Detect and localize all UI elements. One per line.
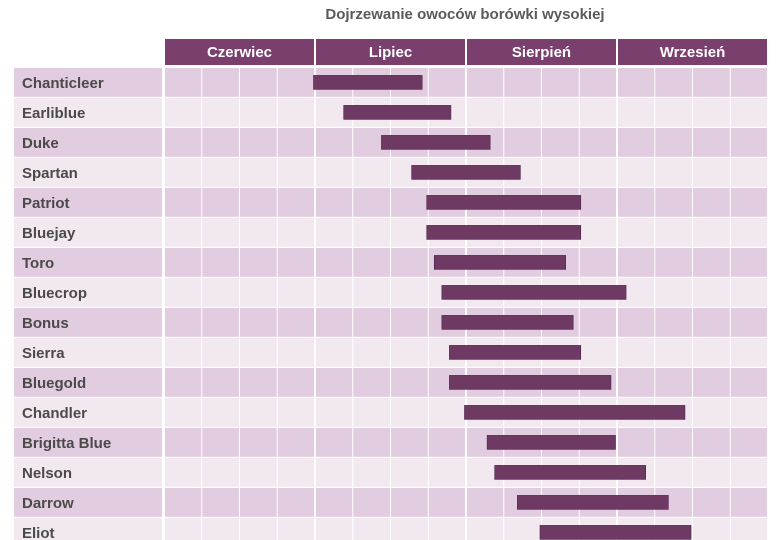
ripening-bar [464,405,686,420]
ripening-bar [539,525,692,540]
ripening-bar [426,195,582,210]
ripening-bar [441,285,627,300]
month-label: Wrzesień [660,44,726,61]
ripening-bar [313,75,423,90]
row-label-bg [14,188,162,217]
row-label-bg [14,338,162,367]
ripening-bar [486,435,616,450]
ripening-bar [411,165,521,180]
variety-label: Spartan [22,165,78,182]
variety-label: Bluejay [22,225,76,242]
ripening-bar [494,465,646,480]
row-label-bg [14,428,162,457]
month-label: Czerwiec [207,44,272,61]
row-label-bg [14,458,162,487]
month-label: Lipiec [369,44,412,61]
chart-title: Dojrzewanie owoców borówki wysokiej [325,6,605,23]
row-label-bg [14,218,162,247]
ripening-bar [343,105,452,120]
variety-label: Duke [22,135,59,152]
variety-label: Sierra [22,345,65,362]
row-label-bg [14,518,162,540]
variety-label: Brigitta Blue [22,435,111,452]
row-label-bg [14,98,162,127]
row-label-bg [14,398,162,427]
row-label-bg [14,158,162,187]
month-header [618,39,767,65]
variety-label: Bluegold [22,375,86,392]
month-header [467,39,616,65]
row-label-bg [14,248,162,277]
row-label-bg [14,278,162,307]
ripening-bar [449,345,582,360]
ripening-bar [381,135,491,150]
variety-label: Bluecrop [22,285,87,302]
ripening-bar [426,225,582,240]
variety-label: Patriot [22,195,70,212]
variety-label: Eliot [22,525,55,540]
variety-label: Chanticleer [22,75,104,92]
row-label-bg [14,68,162,97]
row-label-bg [14,128,162,157]
variety-label: Earliblue [22,105,85,122]
row-label-bg [14,488,162,517]
ripening-bar [517,495,669,510]
month-label: Sierpień [512,44,571,61]
variety-label: Toro [22,255,54,272]
row-label-bg [14,368,162,397]
row-label-bg [14,308,162,337]
month-header [165,39,314,65]
month-header [316,39,465,65]
ripening-bar [449,375,612,390]
variety-label: Nelson [22,465,72,482]
ripening-bar [441,315,574,330]
variety-label: Bonus [22,315,69,332]
ripening-bar [433,255,566,270]
variety-label: Darrow [22,495,74,512]
variety-label: Chandler [22,405,87,422]
